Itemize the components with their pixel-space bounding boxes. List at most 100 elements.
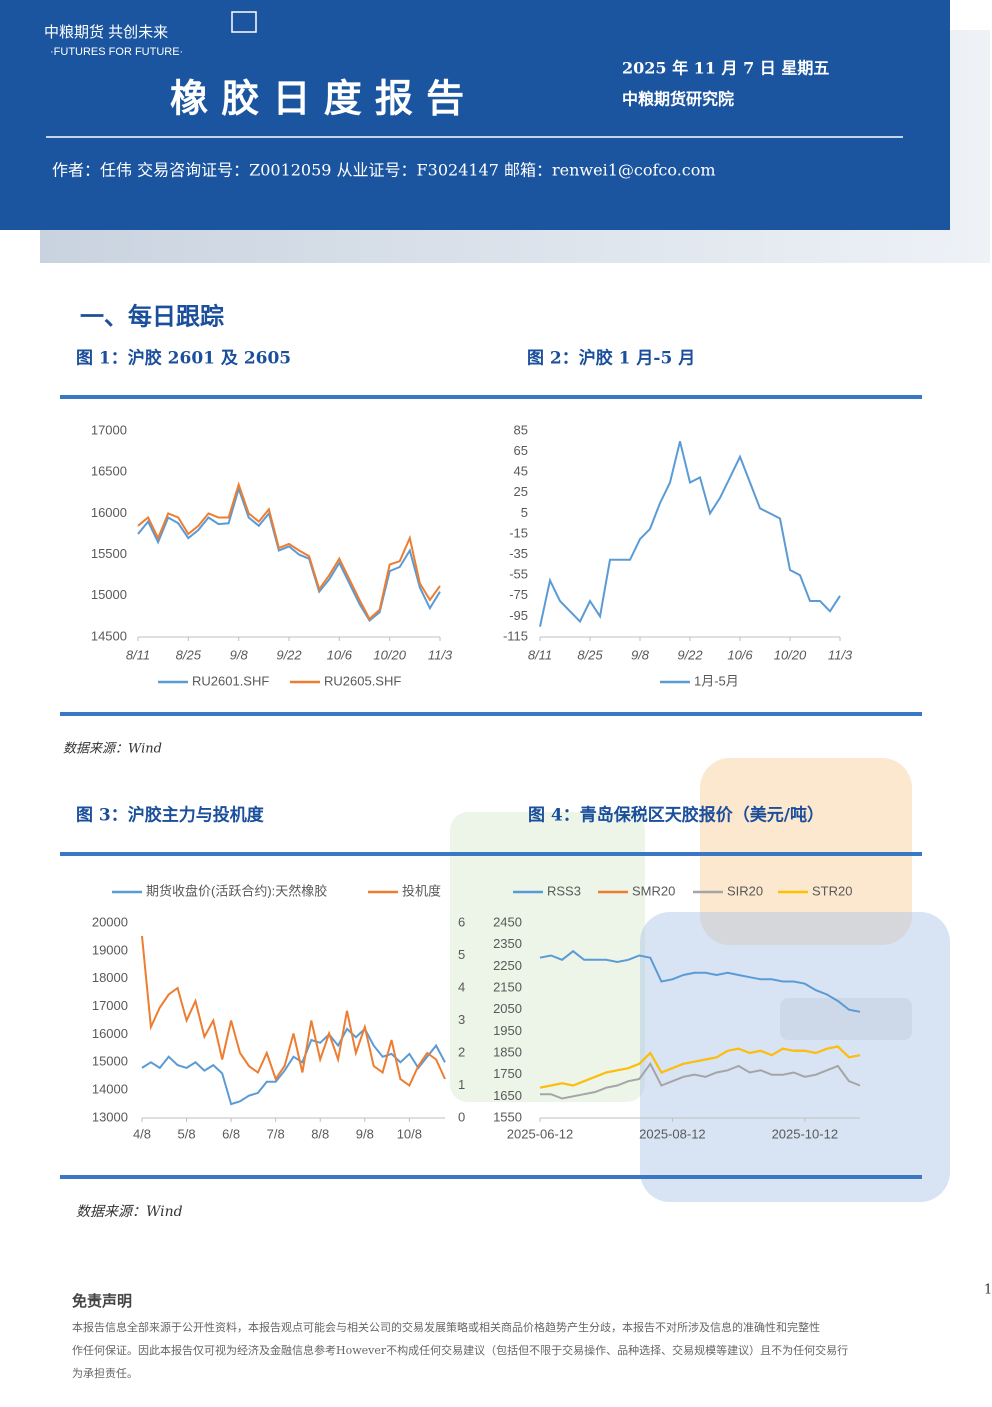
x-tick-label: 8/25 — [577, 647, 603, 662]
rule — [60, 1175, 922, 1179]
y-tick-label: 2150 — [493, 979, 522, 994]
section-heading: 一、每日跟踪 — [80, 302, 224, 331]
legend-label: STR20 — [812, 883, 852, 898]
x-tick-label: 9/22 — [677, 647, 703, 662]
legend-label: RSS3 — [547, 883, 581, 898]
x-tick-label: 10/6 — [727, 647, 753, 662]
author-line: 作者：任伟 交易咨询证号：Z0012059 从业证号：F3024147 邮箱：r… — [52, 161, 716, 180]
figure-title: 图 1：沪胶 2601 及 2605 — [76, 348, 291, 369]
y-tick-label: 1950 — [493, 1023, 522, 1038]
y-tick-label: 17000 — [91, 422, 127, 437]
x-tick-label: 8/8 — [311, 1126, 329, 1141]
figure-title: 图 2：沪胶 1 月-5 月 — [527, 348, 695, 369]
header-band — [0, 0, 950, 230]
y-tick-label: 45 — [514, 464, 528, 479]
y-tick-label: 65 — [514, 443, 528, 458]
source-note: 数据来源：Wind — [63, 742, 162, 757]
overlay — [700, 758, 912, 945]
y-tick-label: -75 — [509, 587, 528, 602]
figure-title: 图 3：沪胶主力与投机度 — [76, 805, 265, 826]
y-tick-label: 13000 — [92, 1109, 128, 1124]
y2-tick-label: 3 — [458, 1012, 465, 1027]
x-tick-label: 2025-08-12 — [639, 1126, 706, 1141]
x-tick-label: 9/8 — [631, 647, 650, 662]
y-tick-label: -35 — [509, 546, 528, 561]
rule — [60, 852, 922, 856]
y-tick-label: -55 — [509, 567, 528, 582]
report-title: 橡 胶 日 度 报 告 — [170, 76, 464, 121]
legend-label: RU2605.SHF — [324, 673, 401, 688]
y-tick-label: 2050 — [493, 1001, 522, 1016]
x-tick-label: 8/11 — [126, 647, 150, 662]
disclaimer-text: 本报告信息全部来源于公开性资料，本报告观点可能会与相关公司的交易发展策略或相关商… — [72, 1320, 820, 1334]
logo-cn: 中粮期货 共创未来 — [44, 24, 168, 41]
x-tick-label: 11/3 — [828, 647, 853, 662]
x-tick-label: 10/8 — [397, 1126, 422, 1141]
legend-label: SIR20 — [727, 883, 763, 898]
x-tick-label: 4/8 — [133, 1126, 151, 1141]
series-line — [539, 1045, 861, 1089]
x-tick-label: 9/22 — [276, 647, 302, 662]
y2-tick-label: 0 — [458, 1109, 465, 1124]
y-tick-label: -15 — [509, 525, 528, 540]
y2-tick-label: 5 — [458, 947, 465, 962]
y-tick-label: 1650 — [493, 1088, 522, 1103]
disclaimer-text: 作任何保证。因此本报告仅可视为经济及金融信息参考However不构成任何交易建议… — [72, 1343, 848, 1357]
y-tick-label: 14500 — [91, 628, 127, 643]
y-tick-label: 15000 — [92, 1054, 128, 1069]
y-tick-label: 25 — [514, 484, 528, 499]
y2-tick-label: 1 — [458, 1077, 465, 1092]
legend-label: 期货收盘价(活跃合约):天然橡胶 — [146, 883, 327, 898]
legend-label: SMR20 — [632, 883, 675, 898]
series-line — [141, 935, 446, 1088]
source-note: 数据来源：Wind — [76, 1204, 183, 1220]
y-tick-label: 1750 — [493, 1066, 522, 1081]
rule — [60, 712, 922, 716]
y2-tick-label: 4 — [458, 979, 465, 994]
y-tick-label: 16500 — [91, 464, 127, 479]
institute: 中粮期货研究院 — [622, 90, 734, 109]
x-tick-label: 10/6 — [327, 647, 353, 662]
x-tick-label: 9/8 — [356, 1126, 374, 1141]
series-line — [540, 1061, 861, 1100]
logo-icon — [231, 11, 257, 33]
logo-en: ·FUTURES FOR FUTURE· — [50, 46, 183, 58]
disclaimer-title: 免责声明 — [72, 1292, 132, 1310]
series-line — [141, 1027, 446, 1106]
y-tick-label: 16000 — [92, 1026, 128, 1041]
y-tick-label: 15000 — [91, 587, 127, 602]
y-tick-label: 2250 — [493, 958, 522, 973]
y-tick-label: 20000 — [92, 914, 128, 929]
y2-tick-label: 2 — [458, 1044, 465, 1059]
legend-label: 投机度 — [402, 883, 441, 898]
series-line — [539, 949, 861, 1013]
x-tick-label: 6/8 — [222, 1126, 240, 1141]
figure-title: 图 4：青岛保税区天胶报价（美元/吨） — [528, 805, 824, 826]
x-tick-label: 5/8 — [178, 1126, 196, 1141]
legend-label: RU2601.SHF — [192, 673, 269, 688]
y-tick-label: 15500 — [91, 546, 127, 561]
legend-label: 1月-5月 — [694, 673, 739, 688]
y-tick-label: -95 — [509, 608, 528, 623]
series-line — [539, 441, 841, 627]
x-tick-label: 8/11 — [528, 647, 552, 662]
y2-tick-label: 6 — [458, 914, 465, 929]
x-tick-label: 8/25 — [176, 647, 202, 662]
y-tick-label: 2350 — [493, 936, 522, 951]
y-tick-label: 14000 — [92, 1082, 128, 1097]
x-tick-label: 10/20 — [373, 647, 406, 662]
rule — [60, 395, 922, 399]
y-tick-label: 1850 — [493, 1044, 522, 1059]
x-tick-label: 7/8 — [267, 1126, 285, 1141]
y-tick-label: 17000 — [92, 998, 128, 1013]
y-tick-label: 19000 — [92, 942, 128, 957]
disclaimer-text: 为承担责任。 — [72, 1366, 138, 1380]
overlay — [640, 912, 950, 1202]
y-tick-label: 85 — [514, 422, 528, 437]
x-tick-label: 11/3 — [428, 647, 453, 662]
overlay — [780, 998, 912, 1040]
series-line — [137, 485, 441, 622]
page-number: 1 — [984, 1283, 992, 1298]
series-line — [137, 481, 441, 621]
